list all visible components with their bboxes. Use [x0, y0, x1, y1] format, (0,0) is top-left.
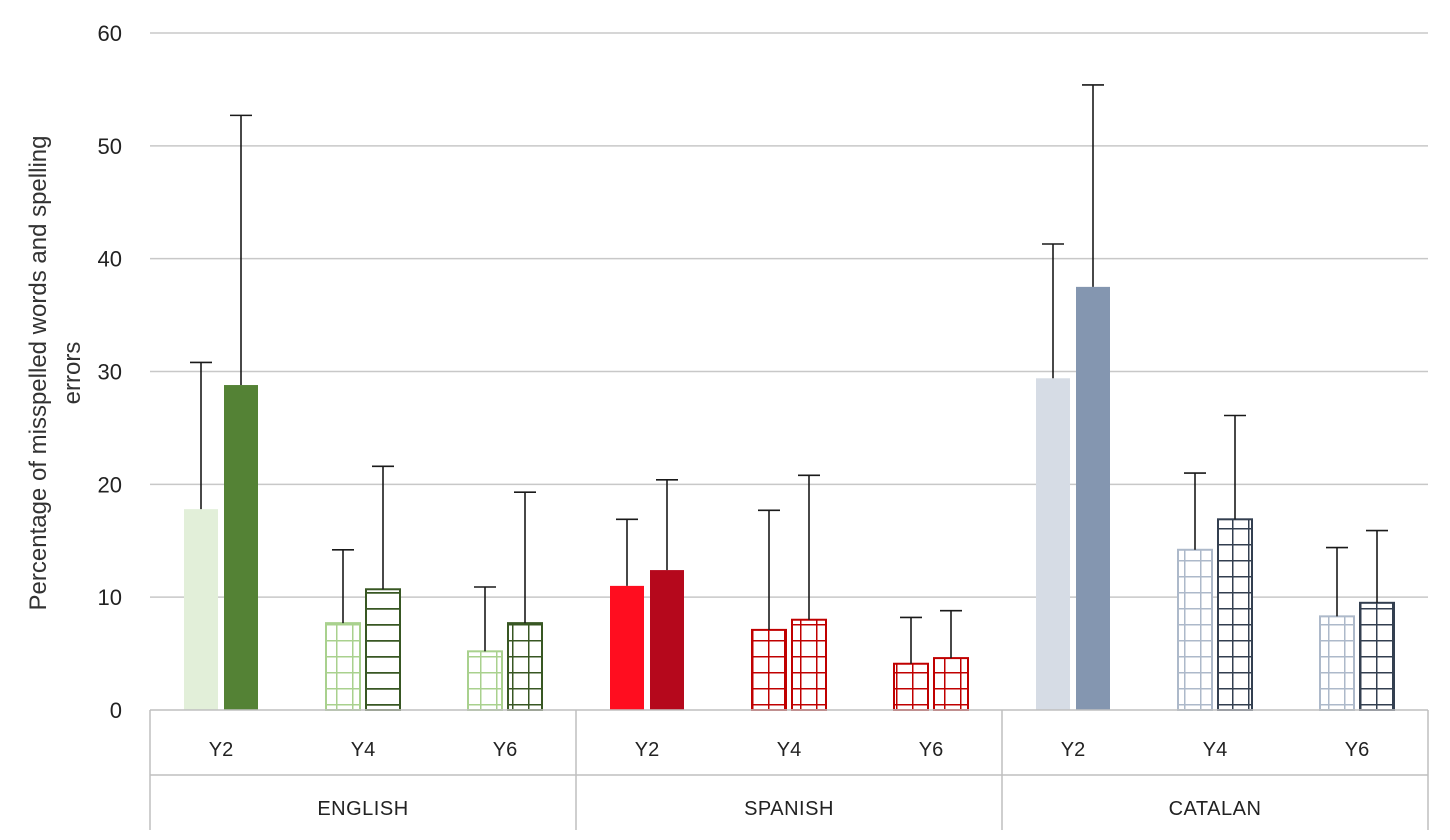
bar [751, 628, 787, 711]
bar [1319, 615, 1355, 711]
y-tick-label: 30 [98, 360, 122, 385]
y-tick-label: 20 [98, 472, 122, 497]
category-label: Y6 [493, 739, 517, 761]
bars [184, 286, 1395, 712]
y-tick-label: 10 [98, 585, 122, 610]
y-axis-label-line-1: Percentage of misspelled words and spell… [25, 136, 52, 611]
bar [224, 385, 258, 710]
bar [1036, 378, 1070, 710]
bar [467, 650, 503, 711]
y-tick-label: 60 [98, 21, 122, 46]
category-label: Y2 [635, 739, 659, 761]
bar [933, 657, 969, 712]
bar [1076, 286, 1110, 710]
group-label-catalan: CATALAN [1169, 798, 1262, 820]
bar [1177, 548, 1213, 711]
category-label: Y6 [919, 739, 943, 761]
bar [791, 618, 827, 712]
gridlines [150, 32, 1428, 598]
bar [1217, 518, 1253, 711]
bar [650, 570, 684, 710]
y-axis-ticks: 0 10 20 30 40 50 60 [98, 21, 122, 723]
bar [893, 662, 929, 712]
category-label: Y6 [1345, 739, 1369, 761]
y-tick-label: 50 [98, 134, 122, 159]
category-label: Y4 [351, 739, 375, 761]
x-axis-group-labels: ENGLISH SPANISH CATALAN [317, 798, 1261, 820]
category-label: Y4 [777, 739, 801, 761]
error-bars [190, 84, 1388, 664]
x-axis [149, 709, 1429, 830]
y-axis-label-line-2: errors [59, 342, 86, 405]
y-tick-label: 40 [98, 247, 122, 272]
x-axis-category-labels: Y2 Y4 Y6 Y2 Y4 Y6 Y2 Y4 Y6 [209, 739, 1369, 761]
bar [365, 588, 401, 711]
y-tick-label: 0 [110, 698, 122, 723]
category-label: Y2 [1061, 739, 1085, 761]
category-label: Y4 [1203, 739, 1227, 761]
bar [1359, 601, 1395, 712]
bar [507, 622, 543, 712]
bar [610, 585, 644, 710]
bar [325, 622, 361, 712]
group-label-english: ENGLISH [317, 798, 408, 820]
bar [184, 509, 218, 710]
category-label: Y2 [209, 739, 233, 761]
group-label-spanish: SPANISH [744, 798, 834, 820]
